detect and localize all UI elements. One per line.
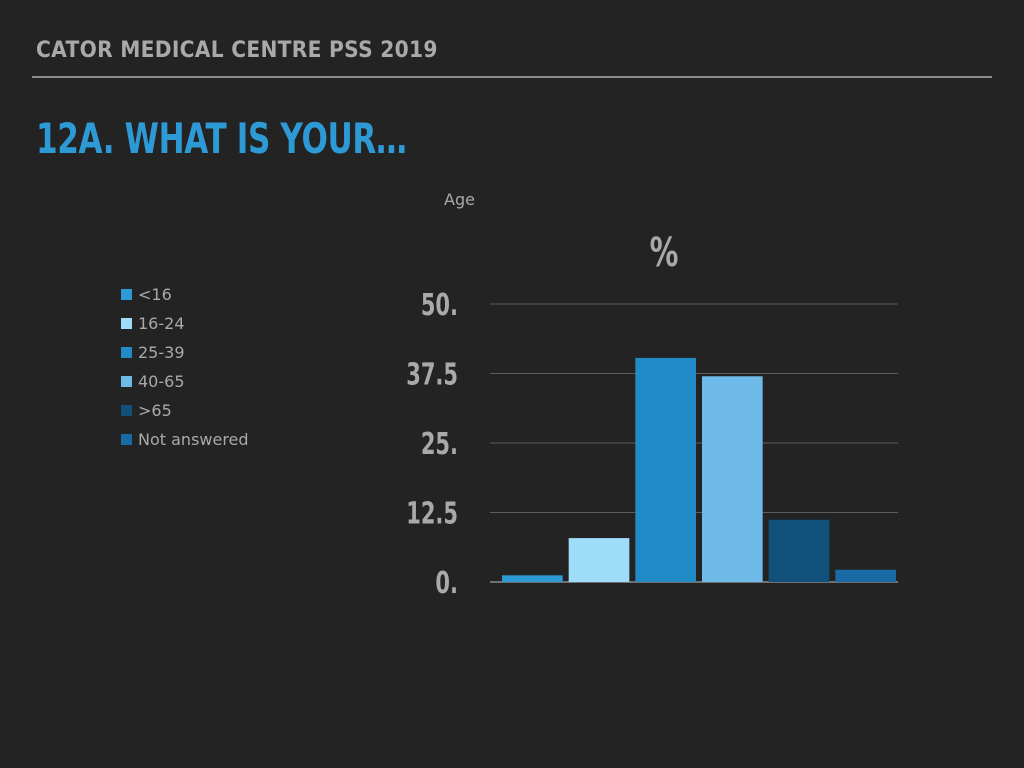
- bar-2: [568, 538, 630, 582]
- legend-swatch: [121, 347, 132, 358]
- legend-label: <16: [138, 285, 172, 304]
- bar-5: [768, 519, 830, 582]
- y-tick-label: 0.: [435, 566, 458, 601]
- y-tick-label: 37.5: [406, 358, 458, 393]
- legend-swatch: [121, 405, 132, 416]
- legend-swatch: [121, 376, 132, 387]
- y-tick-label: 12.5: [406, 497, 458, 532]
- y-tick-label: 50.: [421, 288, 458, 323]
- legend-label: >65: [138, 401, 172, 420]
- legend-item: >65: [121, 396, 249, 425]
- legend-label: 16-24: [138, 314, 185, 333]
- bar-3: [635, 357, 696, 582]
- legend-label: Not answered: [138, 430, 249, 449]
- legend-item: Not answered: [121, 425, 249, 454]
- chart-title: Age: [444, 190, 475, 209]
- legend-swatch: [121, 318, 132, 329]
- legend-label: 40-65: [138, 372, 185, 391]
- presentation-header: CATOR MEDICAL CENTRE PSS 2019: [36, 38, 438, 63]
- header-divider: [32, 76, 992, 78]
- bar-6: [835, 569, 896, 582]
- legend-item: 25-39: [121, 338, 249, 367]
- legend-swatch: [121, 434, 132, 445]
- y-tick-label: 25.: [421, 427, 458, 462]
- bar-1: [502, 575, 563, 582]
- legend-swatch: [121, 289, 132, 300]
- legend-label: 25-39: [138, 343, 185, 362]
- y-axis-label: %: [650, 230, 679, 276]
- legend-item: 40-65: [121, 367, 249, 396]
- bar-4: [702, 376, 763, 582]
- slide-title: 12A. WHAT IS YOUR…: [36, 114, 407, 163]
- chart-legend: <16 16-24 25-39 40-65 >65 Not answered: [121, 280, 249, 454]
- legend-item: 16-24: [121, 309, 249, 338]
- legend-item: <16: [121, 280, 249, 309]
